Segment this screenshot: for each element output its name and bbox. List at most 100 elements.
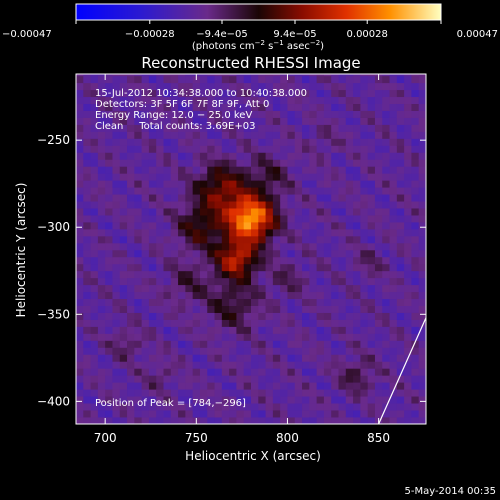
heatmap-cell [141,194,150,202]
heatmap-cell [148,319,157,327]
heatmap-cell [134,222,143,230]
heatmap-cell [265,89,274,98]
heatmap-cell [97,180,106,188]
heatmap-cell [353,333,361,341]
heatmap-cell [236,173,245,181]
heatmap-cell [272,235,281,244]
heatmap-cell [192,124,201,132]
heatmap-cell [309,298,318,306]
heatmap-cell [76,187,84,195]
heatmap-cell [287,110,296,118]
heatmap-cell [236,124,245,132]
heatmap-cell [90,417,99,424]
heatmap-cell [258,263,266,272]
heatmap-cell [404,194,412,202]
heatmap-cell [185,361,194,369]
heatmap-cell [345,361,354,369]
heatmap-cell [214,368,223,376]
heatmap-cell [389,228,398,237]
heatmap-cell [331,215,339,223]
heatmap-cell [411,403,420,411]
heatmap-cell [207,166,215,174]
heatmap-cell [90,347,99,355]
heatmap-cell [280,347,288,355]
heatmap-cell [302,194,310,202]
heatmap-cell [83,389,91,397]
heatmap-cell [338,263,347,272]
heatmap-cell [192,110,201,118]
heatmap-cell [243,333,252,341]
heatmap-cell [178,208,186,216]
heatmap-cell [229,340,237,348]
heatmap-cell [141,159,150,167]
heatmap-cell [170,291,179,300]
heatmap-cell [119,319,128,327]
heatmap-cell [294,326,303,334]
heatmap-cell [127,222,135,230]
heatmap-cell [178,368,186,376]
heatmap-cell [265,298,274,306]
heatmap-cell [229,75,237,84]
heatmap-cell [316,228,325,237]
heatmap-cell [258,277,266,286]
heatmap-cell [97,298,106,306]
heatmap-cell [404,82,412,91]
heatmap-cell [127,249,135,258]
heatmap-cell [411,347,420,355]
heatmap-cell [134,103,143,111]
heatmap-cell [345,180,354,188]
heatmap-cell [243,194,252,202]
heatmap-cell [163,389,172,397]
heatmap-cell [389,222,398,230]
heatmap-cell [287,347,296,355]
heatmap-cell [272,89,281,98]
annotation-detectors: Detectors: 3F 5F 6F 7F 8F 9F, Att 0 [95,99,269,110]
heatmap-cell [251,75,259,84]
heatmap-cell [105,74,113,77]
heatmap-cell [134,396,143,404]
heatmap-cell [243,222,252,230]
heatmap-cell [97,208,106,216]
heatmap-cell [374,347,383,355]
heatmap-cell [294,159,303,167]
heatmap-cell [207,96,215,105]
heatmap-cell [156,396,164,404]
heatmap-cell [374,382,383,390]
heatmap-cell [170,312,179,320]
heatmap-cell [170,124,179,132]
heatmap-cell [192,277,201,286]
heatmap-cell [404,389,412,397]
heatmap-cell [105,103,113,111]
heatmap-cell [97,131,106,139]
heatmap-cell [221,389,230,397]
heatmap-cell [90,96,99,105]
heatmap-cell [199,403,208,411]
heatmap-cell [345,166,354,174]
heatmap-cell [396,340,405,348]
heatmap-cell [134,131,143,139]
heatmap-cell [185,340,194,348]
heatmap-cell [411,228,420,237]
heatmap-cell [389,284,398,293]
heatmap-cell [236,208,245,216]
heatmap-cell [236,242,245,251]
heatmap-cell [389,166,398,174]
heatmap-cell [214,361,223,369]
heatmap-cell [156,375,164,383]
heatmap-cell [272,180,281,188]
heatmap-cell [83,74,91,77]
heatmap-cell [331,187,339,195]
heatmap-cell [207,361,215,369]
heatmap-cell [338,326,347,334]
heatmap-cell [236,319,245,327]
heatmap-cell [272,96,281,105]
heatmap-cell [170,215,179,223]
heatmap-cell [141,75,150,84]
heatmap-cell [163,410,172,418]
heatmap-cell [345,194,354,202]
heatmap-cell [258,201,266,209]
heatmap-cell [221,368,230,376]
heatmap-cell [119,131,128,139]
heatmap-cell [127,389,135,397]
heatmap-cell [83,361,91,369]
